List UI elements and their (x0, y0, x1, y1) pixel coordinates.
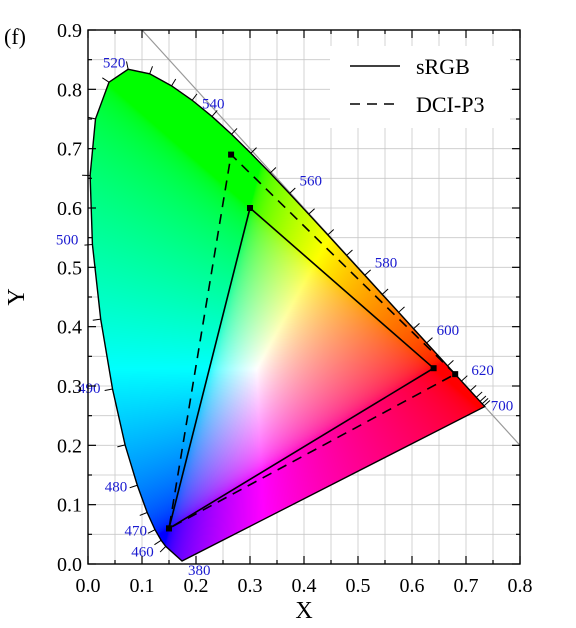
wavelength-label-580: 580 (375, 255, 398, 271)
wavelength-tick (426, 337, 433, 344)
y-tick-label: 0.6 (57, 198, 82, 220)
y-axis-label: Y (4, 288, 30, 305)
gamut-triangle-0 (167, 206, 435, 531)
y-tick-label: 0.8 (57, 79, 82, 101)
legend-label-dcip3: DCI-P3 (416, 92, 484, 117)
x-tick-label: 0.0 (76, 575, 101, 597)
wavelength-tick (469, 384, 477, 392)
y-tick-label: 0.5 (57, 257, 82, 279)
wavelength-tick (159, 546, 167, 553)
wavelength-label-380: 380 (188, 563, 211, 579)
primary-marker (247, 205, 253, 211)
axis-ticks (87, 29, 521, 565)
wavelength-tick (461, 375, 468, 382)
x-tick-label: 0.8 (508, 575, 533, 597)
x-tick-labels: 0.0 0.1 0.2 0.3 0.4 0.5 0.6 0.7 0.8 (76, 575, 533, 597)
wavelength-label-540: 540 (202, 96, 225, 112)
y-tick-label: 0.9 (57, 20, 82, 42)
x-tick-label: 0.2 (184, 575, 209, 597)
x-tick-label: 0.6 (400, 575, 425, 597)
gamut-triangle-1 (167, 152, 457, 530)
x-tick-label: 0.3 (238, 575, 263, 597)
y-tick-label: 0.4 (57, 317, 82, 339)
legend-label-srgb: sRGB (416, 54, 470, 79)
wavelength-label-500: 500 (56, 233, 79, 249)
wavelength-label-600: 600 (437, 323, 460, 339)
wavelength-labels: 380 460 470 480 490 500 520 540 560 580 600 620 700 (56, 55, 513, 579)
wavelength-tick (479, 395, 487, 402)
wavelength-label-460: 460 (131, 544, 154, 560)
wavelength-tick (102, 77, 110, 83)
wavelength-label-470: 470 (125, 524, 148, 540)
x-tick-label: 0.1 (130, 575, 155, 597)
wavelength-tick (289, 187, 296, 194)
wavelength-tick (147, 529, 156, 534)
wavelength-label-620: 620 (471, 363, 494, 379)
wavelength-tick (327, 229, 335, 236)
wavelength-tick (346, 249, 353, 256)
wavelength-tick (154, 539, 162, 546)
panel-label: (f) (4, 24, 26, 49)
wavelength-tick (269, 167, 277, 174)
wavelength-tick (171, 78, 177, 87)
wavelength-tick (129, 484, 138, 489)
wavelength-tick (475, 391, 483, 398)
spectral-locus (89, 68, 486, 562)
x-tick-label: 0.7 (454, 575, 479, 597)
wavelength-tick (126, 61, 129, 70)
wavelength-tick (104, 388, 113, 391)
y-tick-label: 0.7 (57, 139, 82, 161)
y-tick-label: 0.3 (57, 376, 82, 398)
wavelength-tick (250, 147, 257, 154)
wavelength-tick (211, 110, 218, 117)
primary-marker (430, 365, 437, 372)
y-tick-label: 0.2 (57, 435, 82, 457)
wavelength-label-700: 700 (491, 399, 514, 415)
y-tick-labels: 0.0 0.1 0.2 0.3 0.4 0.5 0.6 0.7 0.8 0.9 (57, 20, 82, 576)
series-layer (166, 151, 459, 532)
wavelength-tick (308, 208, 315, 215)
y-tick-label: 0.0 (57, 554, 82, 576)
wavelength-tick (481, 398, 489, 405)
wavelength-tick (447, 360, 454, 367)
wavelength-tick (191, 93, 198, 101)
wavelength-tick (398, 306, 405, 313)
wavelength-label-560: 560 (299, 173, 322, 189)
y-tick-label: 0.1 (57, 495, 82, 517)
legend-background (330, 46, 510, 128)
wavelength-tick (483, 400, 491, 407)
primary-marker (452, 371, 459, 378)
wavelength-tick (117, 444, 126, 448)
wavelength-label-480: 480 (105, 479, 128, 495)
wavelength-tick (87, 116, 96, 120)
wavelength-label-520: 520 (103, 55, 126, 71)
wavelength-tick (364, 269, 371, 276)
wavelength-tick (231, 128, 238, 135)
wavelength-tick (413, 322, 420, 330)
wavelength-tick (149, 66, 153, 74)
primary-marker (166, 525, 172, 532)
x-tick-label: 0.4 (292, 575, 317, 597)
x-tick-label: 0.5 (346, 575, 371, 597)
primary-marker (228, 151, 235, 158)
x-axis-label: X (295, 598, 312, 624)
wavelength-tick (381, 288, 389, 295)
wavelength-label-490: 490 (78, 381, 101, 397)
legend: sRGB DCI-P3 (330, 46, 510, 128)
wavelength-ticks (82, 61, 491, 553)
wavelength-tick (139, 512, 148, 516)
wavelength-tick (92, 318, 101, 321)
